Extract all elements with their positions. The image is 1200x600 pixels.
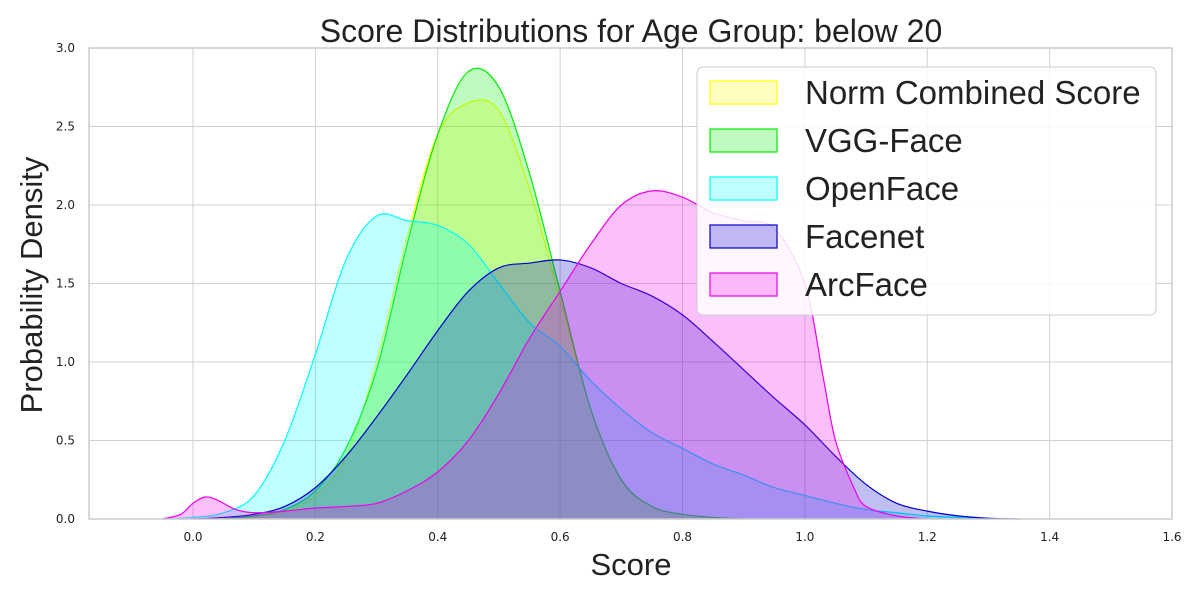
y-tick-label: 0.5: [56, 434, 75, 448]
x-tick-label: 0.0: [183, 530, 202, 544]
legend-box: [696, 66, 1157, 316]
legend-swatch-arcface: [709, 272, 778, 297]
x-tick-label: 1.0: [795, 530, 814, 544]
legend-label-arcface: ArcFace: [805, 266, 928, 303]
x-axis-label: Score: [591, 547, 672, 582]
legend-swatch-openface: [709, 176, 778, 201]
y-tick-label: 3.0: [56, 41, 75, 55]
y-tick-label: 1.5: [56, 277, 75, 291]
area-openface: [162, 213, 989, 519]
x-tick-label: 0.2: [306, 530, 325, 544]
legend-swatch-norm-combined-score: [709, 80, 778, 105]
x-tick-label: 0.8: [673, 530, 692, 544]
legend-label-norm-combined-score: Norm Combined Score: [805, 74, 1141, 111]
area-vgg-face: [223, 68, 744, 520]
y-tick-labels: 0.0 0.5 1.0 1.5 2.0 2.5 3.0: [56, 41, 75, 526]
legend-swatch-vgg-face: [709, 128, 778, 153]
line-arcface: [162, 190, 928, 520]
line-facenet: [192, 259, 1020, 520]
y-tick-label: 2.5: [56, 120, 75, 134]
legend-swatch-facenet: [709, 224, 778, 249]
legend-label-facenet: Facenet: [805, 218, 924, 255]
plot-frame: [88, 47, 1173, 520]
chart-title: Score Distributions for Age Group: below…: [320, 13, 943, 49]
y-tick-label: 1.0: [56, 355, 75, 369]
y-axis-label: Probability Density: [14, 156, 49, 413]
line-vgg-face: [223, 67, 744, 520]
x-tick-labels: 0.0 0.2 0.4 0.6 0.8 1.0 1.2 1.4 1.6: [183, 530, 1181, 544]
x-tick-label: 1.2: [918, 530, 937, 544]
x-tick-label: 1.6: [1162, 530, 1181, 544]
line-openface: [162, 213, 989, 520]
plot-border: [88, 47, 1173, 520]
area-norm-combined-score: [223, 99, 744, 519]
y-tick-label: 2.0: [56, 198, 75, 212]
legend-label-vgg-face: VGG-Face: [805, 122, 963, 159]
area-facenet: [193, 259, 1020, 519]
legend-label-openface: OpenFace: [805, 170, 959, 207]
x-tick-label: 0.4: [428, 530, 447, 544]
x-tick-label: 1.4: [1040, 530, 1059, 544]
y-tick-label: 0.0: [56, 512, 75, 526]
x-tick-label: 0.6: [551, 530, 570, 544]
legend: Norm Combined Score VGG-Face OpenFace Facen…: [696, 66, 1157, 316]
